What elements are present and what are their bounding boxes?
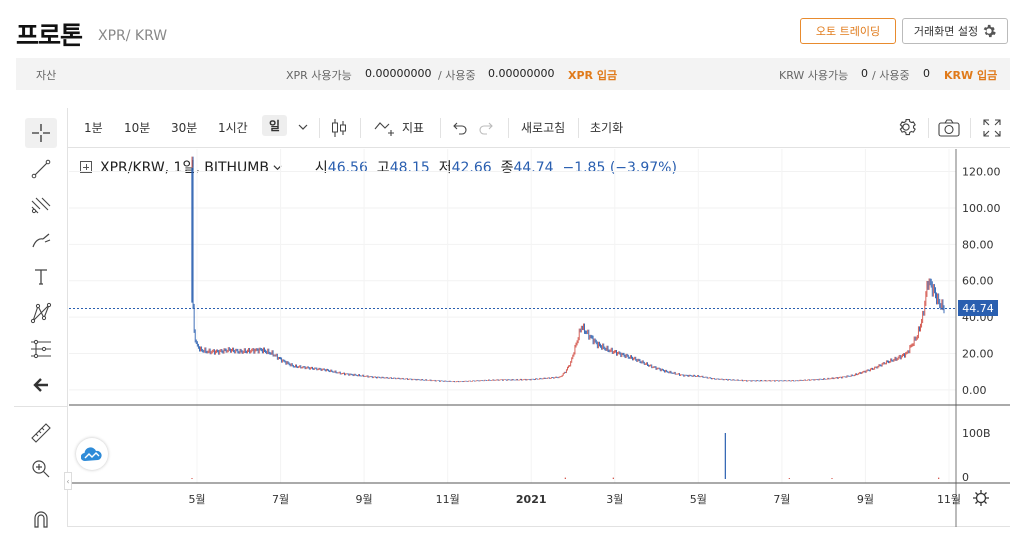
camera-icon[interactable] [938,118,960,138]
price-tick-label: 60.00 [962,275,994,288]
toolbar-divider [578,118,579,138]
zoom-tool[interactable] [25,454,57,484]
xpr-deposit-link[interactable]: XPR 입금 [568,69,618,82]
reset-button[interactable]: 초기화 [590,121,624,135]
xpr-available-label: XPR 사용가능 [286,69,352,82]
krw-inuse-value: 0 [923,67,930,80]
magnet-icon [34,511,48,528]
xpr-inuse-value: 0.00000000 [488,67,555,80]
toolbar-divider [508,118,509,138]
collapse-legend-icon[interactable] [80,161,92,173]
price-tick-label: 120.00 [962,166,1001,179]
last-price-tag: 44.74 [958,300,998,317]
fullscreen-icon[interactable] [982,118,1002,138]
toolbar-divider [360,118,361,138]
interval-1m[interactable]: 1분 [84,121,103,135]
time-axis-labels: 5월 7월 9월 11월 2021 3월 5월 7월 9월 11월 [188,493,961,506]
time-tick-label: 2021 [516,493,547,506]
measure-lines-icon [31,339,51,359]
time-tick-label: 3월 [606,493,623,506]
pattern-tool[interactable] [25,298,57,328]
time-tick-label: 5월 [188,493,205,506]
candles-icon[interactable] [330,118,348,138]
indicator-icon [374,122,394,136]
volume-tick-label: 0 [962,471,969,484]
interval-10m[interactable]: 10분 [124,121,151,135]
chart-grid [69,149,956,483]
hide-tools-button[interactable] [25,370,57,400]
time-tick-label: 9월 [356,493,373,506]
time-tick-label: 11월 [937,493,961,506]
cloud-chart-icon [81,447,102,462]
price-tick-label: 80.00 [962,238,994,251]
collapse-handle[interactable]: ‹ [64,472,72,490]
brush-tool[interactable] [25,226,57,256]
refresh-button[interactable]: 새로고침 [521,121,566,135]
time-tick-label: 11월 [436,493,460,506]
time-tick-label: 7월 [773,493,790,506]
price-tick-label: 100.00 [962,202,1001,215]
interval-30m[interactable]: 30분 [171,121,198,135]
arrow-left-icon [33,378,48,392]
chart-logo[interactable] [76,438,108,470]
auto-trading-button[interactable]: 오토 트레이딩 [800,18,896,44]
interval-1d[interactable]: 일 [262,115,288,136]
tool-divider [14,406,68,407]
time-tick-label: 7월 [272,493,289,506]
krw-inuse-label: / 사용중 [872,69,910,82]
crosshair-tool[interactable] [25,118,57,148]
asset-label: 자산 [36,69,57,82]
crosshair-icon [32,124,50,142]
volume-series [191,433,940,479]
indicator-button[interactable]: 지표 [374,117,424,137]
trend-line-tool[interactable] [25,154,57,184]
time-tick-label: 5월 [690,493,707,506]
xpr-inuse-label: / 사용중 [438,69,476,82]
prediction-tool[interactable] [25,334,57,364]
toolbar-divider [970,118,971,138]
pitchfork-icon [31,197,51,214]
trade-settings-label: 거래화면 설정 [913,25,979,38]
time-tick-label: 9월 [857,493,874,506]
pair-label: XPR/ KRW [98,28,168,44]
page-title: 프로톤 [16,21,83,50]
price-series [191,156,945,383]
krw-deposit-link[interactable]: KRW 입금 [944,69,998,82]
krw-available-value: 0 [861,67,868,80]
indicator-label: 지표 [402,120,425,135]
chart-toolbar: 1분 10분 30분 1시간 일 지표 새로고침 초기화 [68,108,1010,148]
trade-settings-button[interactable]: 거래화면 설정 [902,18,1008,44]
toolbar-divider [440,118,441,138]
drawing-toolbar [14,108,68,528]
xpr-available-value: 0.00000000 [365,67,432,80]
gear-icon [983,24,996,38]
trend-line-icon [31,159,51,179]
price-tick-label: 20.00 [962,348,994,361]
brush-icon [32,233,51,248]
undo-icon[interactable] [452,120,468,136]
toolbar-divider [319,118,320,138]
interval-1h[interactable]: 1시간 [218,121,248,135]
settings-icon[interactable] [896,117,916,137]
zoom-in-icon [32,460,50,478]
redo-icon[interactable] [478,120,494,136]
pattern-icon [30,302,52,324]
axis-settings-icon[interactable] [973,490,989,506]
volume-axis-labels: 100B 0 [962,427,991,484]
text-tool[interactable] [25,262,57,292]
krw-available-label: KRW 사용가능 [779,69,849,82]
fib-tool[interactable] [25,190,57,220]
asset-bar: 자산 XPR 사용가능 0.00000000 / 사용중 0.00000000 … [16,58,1010,90]
text-icon [35,269,47,285]
chevron-down-icon[interactable] [298,122,308,132]
ruler-icon [31,423,51,443]
magnet-tool[interactable] [25,504,57,534]
ruler-tool[interactable] [25,418,57,448]
price-tick-label: 0.00 [962,384,987,397]
toolbar-divider [928,118,929,138]
volume-tick-label: 100B [962,427,991,440]
